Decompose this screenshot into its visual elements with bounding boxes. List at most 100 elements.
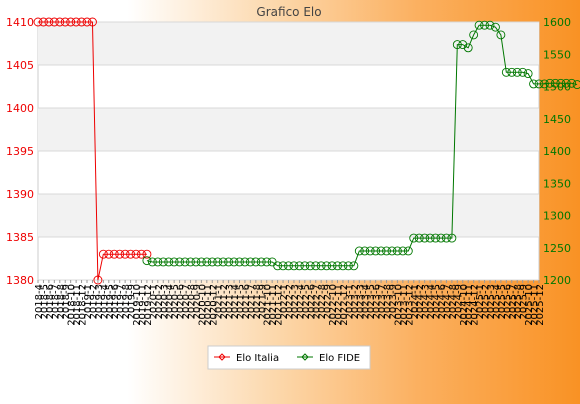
data-point — [425, 233, 435, 243]
data-point — [480, 20, 489, 30]
x-tick-label: 2019-4 — [99, 284, 110, 319]
x-tick-label: 2018-7 — [50, 284, 61, 319]
x-tick-label: 2023-5 — [366, 284, 377, 319]
left-tick-label: 1390 — [6, 188, 34, 201]
series-line — [146, 24, 578, 267]
data-point — [409, 233, 419, 243]
left-tick-label: 1385 — [6, 231, 34, 244]
x-tick-label: 2024-9 — [453, 284, 464, 319]
grid-band — [38, 108, 539, 151]
data-point — [109, 249, 119, 259]
x-tick-label: 2019-3 — [94, 284, 105, 319]
data-point — [458, 40, 468, 50]
x-tick-label: 2024-3 — [421, 284, 432, 319]
x-tick-label: 2022-4 — [295, 284, 306, 319]
data-point — [338, 261, 348, 271]
x-tick-label: 2025-1 — [475, 284, 486, 319]
x-tick-label: 2018-6 — [45, 284, 56, 319]
data-point — [262, 257, 272, 267]
data-point — [218, 257, 228, 267]
data-point — [44, 17, 54, 27]
x-tick-label: 2021-5 — [235, 284, 246, 319]
data-point — [550, 78, 560, 88]
data-point — [556, 78, 566, 88]
x-tick-label: 2022-1 — [279, 284, 290, 319]
x-tick-label: 2024-7 — [442, 284, 453, 319]
x-tick-label: 2020-7 — [181, 284, 192, 319]
data-point — [137, 249, 146, 259]
data-point — [572, 80, 580, 90]
data-point — [294, 261, 304, 271]
legend: Elo Italia Elo FIDE — [207, 345, 371, 370]
right-tick-label: 1200 — [543, 274, 571, 287]
data-point — [349, 261, 359, 271]
x-tick-label: 2020-12 — [208, 284, 219, 326]
data-point — [142, 249, 152, 259]
right-tick-label: 1250 — [543, 242, 571, 255]
data-point — [120, 249, 130, 259]
x-tick-label: 2020-10 — [197, 284, 208, 326]
legend-fide-label: Elo FIDE — [319, 353, 360, 364]
left-tick-label: 1405 — [6, 59, 34, 72]
data-point — [382, 246, 391, 256]
data-point — [126, 249, 136, 259]
data-point — [66, 17, 76, 27]
data-point — [365, 246, 375, 256]
x-tick-label: 2022-6 — [306, 284, 317, 319]
x-tick-label: 2023-8 — [383, 284, 394, 319]
x-tick-label: 2019-6 — [110, 284, 121, 319]
data-point — [196, 257, 206, 267]
legend-fide-marker — [301, 353, 309, 361]
left-tick-label: 1380 — [6, 274, 34, 287]
data-point — [441, 233, 451, 243]
x-tick-label: 2024-2 — [415, 284, 426, 319]
grid-band — [38, 22, 539, 65]
x-tick-label: 2023-3 — [355, 284, 366, 319]
x-tick-label: 2022-11 — [334, 284, 345, 326]
x-tick-label: 2019-11 — [137, 284, 148, 326]
data-point — [158, 257, 168, 267]
x-tick-label: 2024-11 — [464, 284, 475, 326]
data-point — [104, 249, 114, 259]
x-tick-label: 2020-2 — [154, 284, 165, 319]
x-tick-label: 2020-9 — [192, 284, 203, 319]
x-tick-label: 2023-4 — [361, 284, 372, 319]
left-tick-label: 1410 — [6, 16, 34, 29]
x-tick-label: 2022-10 — [328, 284, 339, 326]
data-point — [147, 257, 157, 267]
data-point — [343, 261, 353, 271]
x-tick-label: 2021-3 — [225, 284, 236, 319]
data-point — [305, 261, 315, 271]
data-point — [278, 261, 288, 271]
x-tick-label: 2022-2 — [285, 284, 296, 319]
data-point — [545, 78, 555, 88]
data-point — [360, 246, 370, 256]
x-tick-label: 2020-1 — [148, 284, 159, 319]
data-point — [251, 257, 261, 267]
x-tick-label: 2021-12 — [274, 284, 285, 326]
data-point — [191, 257, 201, 267]
legend-box — [207, 345, 371, 370]
x-tick-label: 2024-12 — [470, 284, 481, 326]
x-tick-label: 2021-2 — [219, 284, 230, 319]
data-point — [354, 246, 364, 256]
right-tick-label: 1300 — [543, 210, 571, 223]
x-tick-label: 2022-9 — [323, 284, 334, 319]
x-tick-label: 2021-11 — [268, 284, 279, 326]
data-point — [38, 17, 48, 27]
data-point — [518, 67, 528, 77]
data-point — [240, 257, 250, 267]
data-point — [235, 257, 244, 267]
data-point — [300, 261, 310, 271]
x-tick-label: 2022-12 — [339, 284, 350, 326]
x-tick-label: 2024-4 — [426, 284, 437, 319]
right-tick-label: 1450 — [543, 113, 571, 126]
x-tick-label: 2025-3 — [486, 284, 497, 319]
x-tick-label: 2021-8 — [252, 284, 263, 319]
data-point — [403, 246, 413, 256]
x-tick-label: 2022-3 — [290, 284, 301, 319]
x-tick-label: 2024-5 — [432, 284, 443, 319]
left-tick-label: 1395 — [6, 145, 34, 158]
x-tick-label: 2020-3 — [159, 284, 170, 319]
data-point — [376, 246, 386, 256]
